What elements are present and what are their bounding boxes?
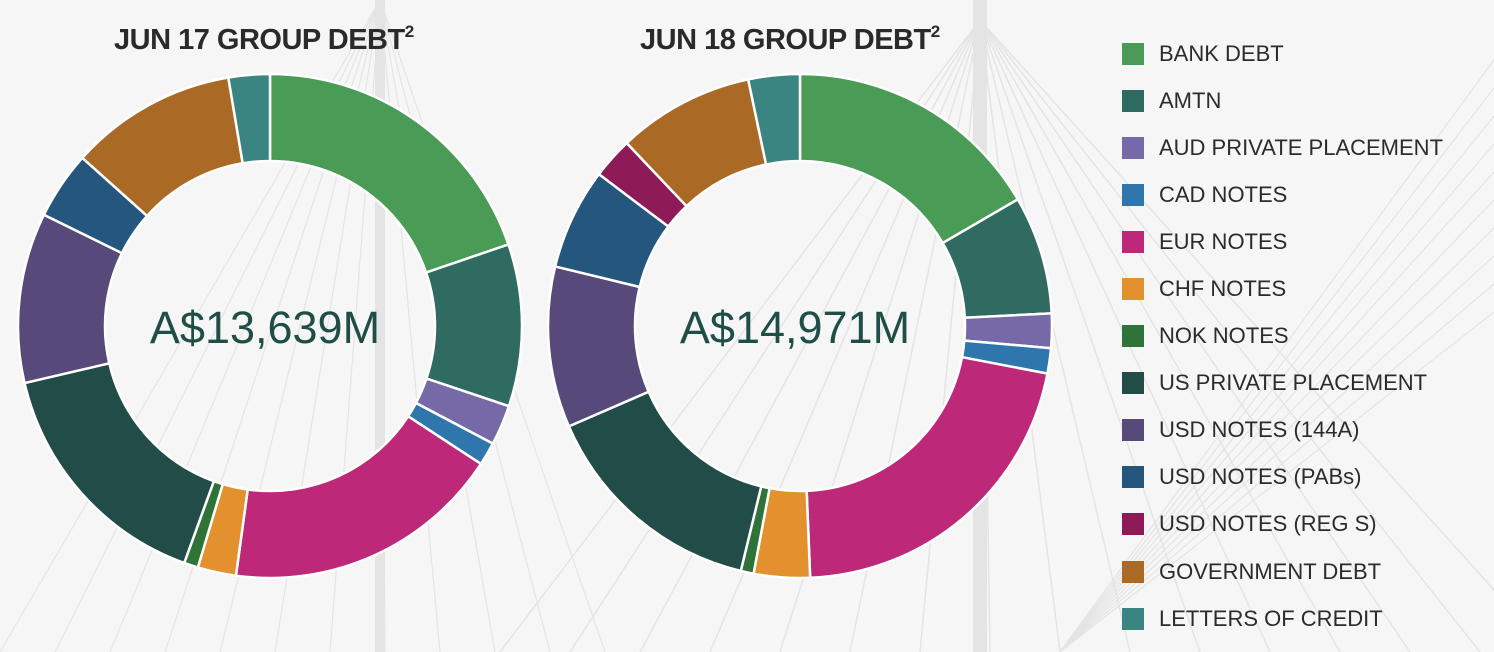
donut-slice-eur-notes — [234, 415, 483, 580]
legend-item: CHF NOTES — [1122, 265, 1443, 312]
donut-slice-us-private-placement — [23, 362, 216, 565]
donut-slice-eur-notes — [805, 355, 1049, 580]
legend-swatch — [1122, 372, 1144, 395]
chart-legend: BANK DEBT AMTN AUD PRIVATE PLACEMENT CAD NO… — [1122, 30, 1443, 642]
donut-slice-letters-of-credit — [746, 72, 802, 166]
legend-item: USD NOTES (REG S) — [1122, 501, 1443, 548]
legend-item: NOK NOTES — [1122, 313, 1443, 360]
legend-swatch — [1122, 89, 1144, 112]
legend-label: GOVERNMENT DEBT — [1159, 558, 1382, 584]
total-label-jun17: A$13,639M — [150, 302, 380, 353]
legend-item: USD NOTES (PABs) — [1122, 454, 1443, 501]
legend-label: US PRIVATE PLACEMENT — [1159, 370, 1428, 396]
legend-swatch — [1122, 278, 1144, 301]
legend-swatch — [1122, 419, 1144, 442]
legend-swatch — [1122, 466, 1144, 489]
legend-swatch — [1122, 183, 1144, 206]
legend-label: NOK NOTES — [1159, 323, 1289, 349]
legend-label: CHF NOTES — [1159, 276, 1287, 302]
donut-slice-letters-of-credit — [227, 72, 272, 165]
donut-slice-us-private-placement — [567, 390, 763, 573]
legend-swatch — [1122, 560, 1144, 583]
legend-swatch — [1122, 325, 1144, 348]
legend-item: LETTERS OF CREDIT — [1122, 595, 1443, 642]
legend-swatch — [1122, 230, 1144, 253]
legend-item: US PRIVATE PLACEMENT — [1122, 360, 1443, 407]
donut-chart-jun17: A$13,639M — [16, 72, 524, 580]
legend-item: GOVERNMENT DEBT — [1122, 548, 1443, 595]
legend-label: AUD PRIVATE PLACEMENT — [1159, 134, 1444, 160]
legend-item: AUD PRIVATE PLACEMENT — [1122, 124, 1443, 171]
chart-title-jun17: JUN 17 GROUP DEBT2 — [114, 22, 414, 56]
legend-item: BANK DEBT — [1122, 30, 1443, 77]
legend-label: USD NOTES (REG S) — [1159, 511, 1377, 537]
chart-title-jun18: JUN 18 GROUP DEBT2 — [640, 22, 940, 56]
legend-label: LETTERS OF CREDIT — [1159, 605, 1383, 631]
legend-label: CAD NOTES — [1159, 181, 1288, 207]
total-label-jun18: A$14,971M — [680, 302, 910, 353]
legend-item: USD NOTES (144A) — [1122, 407, 1443, 454]
legend-item: CAD NOTES — [1122, 171, 1443, 218]
legend-label: BANK DEBT — [1159, 40, 1284, 66]
donut-chart-jun18: A$14,971M — [546, 72, 1054, 580]
legend-swatch — [1122, 513, 1144, 536]
legend-label: AMTN — [1159, 87, 1222, 113]
legend-swatch — [1122, 607, 1144, 630]
legend-label: USD NOTES (144A) — [1159, 417, 1360, 443]
legend-item: EUR NOTES — [1122, 218, 1443, 265]
legend-swatch — [1122, 42, 1144, 65]
legend-label: USD NOTES (PABs) — [1159, 464, 1362, 490]
legend-label: EUR NOTES — [1159, 228, 1288, 254]
legend-swatch — [1122, 136, 1144, 159]
legend-item: AMTN — [1122, 77, 1443, 124]
donut-slice-bank-debt — [268, 72, 510, 274]
